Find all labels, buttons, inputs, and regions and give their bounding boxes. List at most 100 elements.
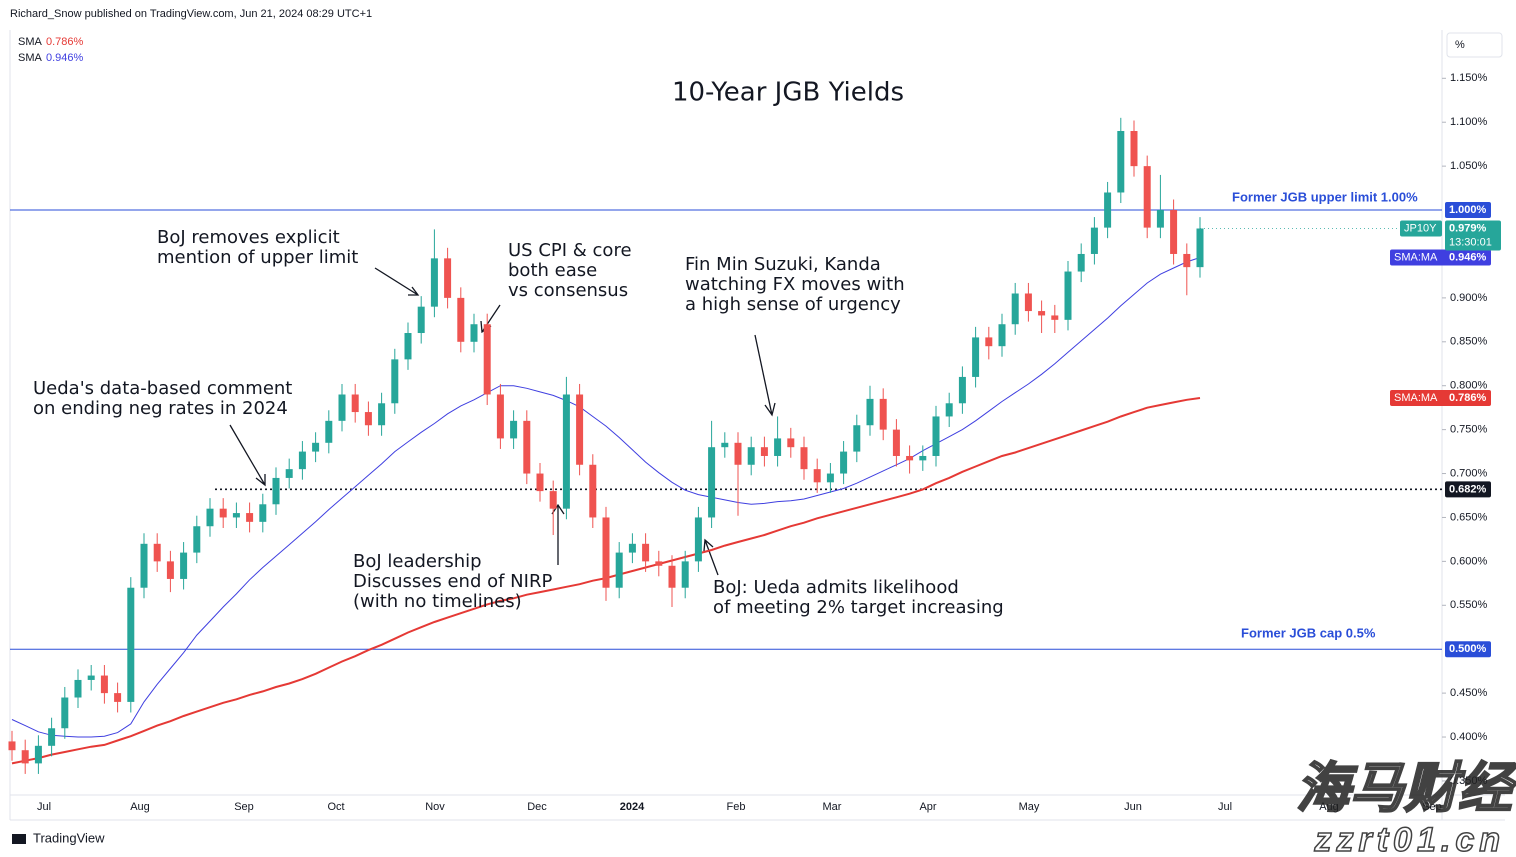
candle-body <box>61 697 69 729</box>
brand-logo <box>12 834 26 844</box>
y-tick-label: 0.650% <box>1450 511 1488 523</box>
candle-body <box>1051 315 1059 320</box>
candle-body <box>140 543 148 588</box>
byline: Richard_Snow published on TradingView.co… <box>10 8 372 20</box>
last-tag <box>1445 220 1501 251</box>
candle-body <box>114 693 122 702</box>
candle-body <box>1011 293 1019 325</box>
candle-body <box>21 750 29 764</box>
sma-tag-name: SMA:MA <box>1394 392 1438 404</box>
x-tick-label: Nov <box>425 801 445 813</box>
candle-body <box>1143 166 1151 228</box>
scale-unit[interactable]: % <box>1455 39 1465 51</box>
y-tick-label: 1.050% <box>1450 160 1488 172</box>
candle-body <box>34 745 42 764</box>
sma-tag-name: SMA:MA <box>1394 251 1438 263</box>
candle-body <box>166 561 174 579</box>
candle-body <box>549 491 557 509</box>
candle-body <box>338 394 346 421</box>
price-tag-label: 1.000% <box>1449 204 1487 216</box>
candle-body <box>708 447 716 518</box>
candle-body <box>932 416 940 456</box>
annotation: Fin Min Suzuki, Kanda <box>685 254 881 275</box>
x-tick-label: Apr <box>919 801 936 813</box>
y-tick-label: 0.900% <box>1450 292 1488 304</box>
candle-body <box>879 398 887 430</box>
candle-body <box>866 398 874 426</box>
candle-body <box>972 337 980 377</box>
symbol-name: JP10Y <box>1404 222 1437 234</box>
candle-body <box>510 420 518 439</box>
sma-tag-value: 0.786% <box>1449 392 1487 404</box>
candle-body <box>1196 228 1204 268</box>
price-tag <box>1445 481 1491 498</box>
x-tick-label: Sep <box>1422 801 1442 813</box>
level-note: Former JGB upper limit 1.00% <box>1232 189 1418 204</box>
candle-body <box>1090 227 1098 254</box>
candle-body <box>48 728 56 746</box>
candle-body <box>8 741 16 751</box>
x-tick-label: May <box>1019 801 1040 813</box>
x-tick-label: Aug <box>1319 801 1339 813</box>
candle-body <box>153 543 161 562</box>
y-tick-label: 1.100% <box>1450 116 1488 128</box>
candle-body <box>87 675 95 680</box>
price-tag-label: 0.500% <box>1449 643 1487 655</box>
candle-body <box>628 543 636 553</box>
y-tick-label: 0.850% <box>1450 336 1488 348</box>
arrow <box>229 424 266 487</box>
candle-body <box>100 675 108 694</box>
x-tick-label: Jun <box>1124 801 1142 813</box>
legend-name: SMA <box>18 36 43 48</box>
candle-body <box>1117 131 1125 193</box>
annotation: a high sense of urgency <box>685 294 901 315</box>
candle-body <box>840 451 848 474</box>
candle-body <box>615 552 623 588</box>
x-tick-label: Sep <box>234 801 254 813</box>
annotation-arrows <box>229 267 776 576</box>
candle-body <box>985 337 993 347</box>
candle-body <box>919 455 927 461</box>
price-tag <box>1445 641 1491 658</box>
candle-body <box>523 420 531 474</box>
watermark: zzrt01.cn <box>1314 821 1506 857</box>
x-tick-label: 2024 <box>620 801 645 813</box>
candle-body <box>747 447 755 465</box>
candle-body <box>536 473 544 492</box>
candle-body <box>589 464 597 518</box>
brand: TradingView <box>33 830 105 845</box>
candle-body <box>945 403 953 417</box>
candle-body <box>127 587 135 702</box>
candle-body <box>444 258 452 298</box>
candle-body <box>787 438 795 448</box>
annotation: BoJ removes explicit <box>157 227 340 248</box>
y-tick-label: 0.700% <box>1450 467 1488 479</box>
price-tag-label: 0.682% <box>1449 483 1487 495</box>
legend-name: SMA <box>18 52 43 64</box>
candle-body <box>206 508 214 527</box>
candle-body <box>325 420 333 443</box>
candle-body <box>760 447 768 456</box>
candle-body <box>417 306 425 334</box>
sma-tag <box>1390 249 1491 266</box>
candle-body <box>958 376 966 404</box>
x-tick-label: Feb <box>727 801 746 813</box>
y-tick-label: 0.450% <box>1450 687 1488 699</box>
y-tick-label: 0.350% <box>1450 775 1488 787</box>
candle-body <box>298 451 306 470</box>
candle-body <box>602 517 610 588</box>
candle-body <box>826 473 834 483</box>
annotation: of meeting 2% target increasing <box>713 597 1004 618</box>
chart-title: 10-Year JGB Yields <box>672 78 904 108</box>
annotation: BoJ leadership <box>353 551 482 572</box>
unit-button[interactable] <box>1446 32 1503 58</box>
candle-body <box>272 477 280 505</box>
annotation: both ease <box>508 260 597 281</box>
candle-body <box>1064 271 1072 320</box>
arrow <box>754 334 776 417</box>
arrow <box>374 267 420 296</box>
y-tick-label: 0.550% <box>1450 599 1488 611</box>
x-tick-label: Mar <box>823 801 842 813</box>
candle-body <box>404 333 412 360</box>
